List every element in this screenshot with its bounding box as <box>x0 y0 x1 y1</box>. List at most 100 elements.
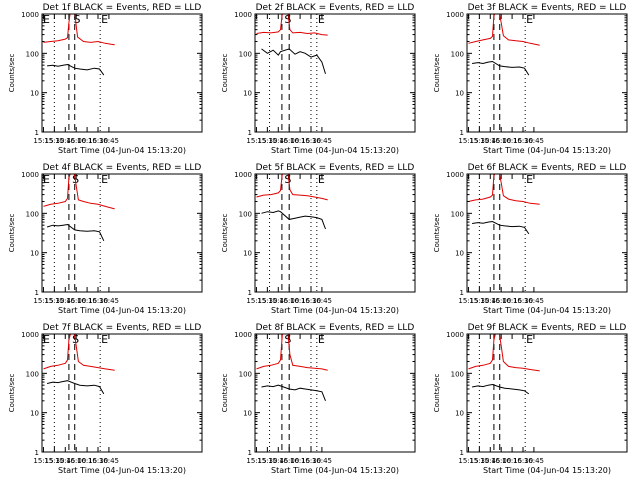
x-tick-label: 16:00 <box>279 457 299 465</box>
y-tick-label: 100 <box>451 50 464 58</box>
x-tick-label: 16:30 <box>301 137 321 145</box>
plot-frame <box>41 173 203 293</box>
x-tick-label: 15:30 <box>469 297 489 305</box>
x-axis-label: Start Time (04-Jun-04 15:13:20) <box>271 466 399 475</box>
x-tick-label: 15:30 <box>44 457 64 465</box>
x-tick-label: 16:00 <box>66 137 86 145</box>
x-tick-label: 15:15 <box>33 137 53 145</box>
y-axis-label: Counts/sec <box>221 54 229 93</box>
x-tick-label: 16:15 <box>290 297 310 305</box>
series-line-lld <box>43 334 115 371</box>
series-line-lld <box>468 334 540 372</box>
y-tick-label: 100 <box>451 210 464 218</box>
x-axis-label: Start Time (04-Jun-04 15:13:20) <box>58 466 186 475</box>
x-tick-label: 15:15 <box>246 297 266 305</box>
x-tick-label: 16:15 <box>502 137 522 145</box>
x-axis-label: Start Time (04-Jun-04 15:13:20) <box>483 146 611 155</box>
x-tick-label: 16:30 <box>88 457 108 465</box>
y-tick-label: 1000 <box>21 171 39 179</box>
chart-panel-3: Det 3f BLACK = Events, RED = LLD Counts/s… <box>433 3 628 155</box>
x-tick-label: 16:45 <box>99 457 119 465</box>
y-tick-label: 1 <box>248 129 252 137</box>
y-tick-label: 1 <box>35 129 39 137</box>
x-tick-label: 16:45 <box>312 297 332 305</box>
panel-grid: Det 1f BLACK = Events, RED = LLD Counts/s… <box>8 3 628 475</box>
x-tick-label: 16:00 <box>66 297 86 305</box>
marker-label: E <box>526 13 533 26</box>
x-tick-label: 15:30 <box>44 137 64 145</box>
series-line-events <box>46 380 105 395</box>
series-line-events <box>261 48 326 75</box>
series-line-lld <box>468 174 540 205</box>
y-tick-label: 1000 <box>21 11 39 19</box>
y-tick-label: 100 <box>26 210 39 218</box>
x-tick-label: 15:15 <box>458 457 478 465</box>
x-tick-label: 16:30 <box>513 297 533 305</box>
chart-panel-2: Det 2f BLACK = Events, RED = LLD Counts/s… <box>221 3 416 155</box>
x-tick-label: 16:00 <box>279 297 299 305</box>
x-tick-label: 15:15 <box>246 457 266 465</box>
x-tick-label: 15:30 <box>257 457 277 465</box>
marker-label: E <box>318 13 325 26</box>
x-tick-label: 16:30 <box>88 137 108 145</box>
plot-frame <box>254 13 416 133</box>
y-tick-label: 100 <box>239 370 252 378</box>
plot-area <box>256 174 328 230</box>
x-tick-label: 16:15 <box>502 457 522 465</box>
y-tick-label: 100 <box>26 50 39 58</box>
x-tick-label: 16:30 <box>301 297 321 305</box>
marker-label: E <box>43 13 50 26</box>
x-tick-label: 16:30 <box>88 297 108 305</box>
chart-title: Det 1f BLACK = Events, RED = LLD <box>43 3 202 13</box>
y-tick-label: 1000 <box>234 11 252 19</box>
x-tick-label: 16:30 <box>513 137 533 145</box>
chart-panel-9: Det 9f BLACK = Events, RED = LLD Counts/s… <box>433 323 628 475</box>
x-tick-label: 15:30 <box>257 137 277 145</box>
plot-area <box>468 334 540 395</box>
plot-frame <box>466 173 628 293</box>
x-tick-label: 15:15 <box>458 137 478 145</box>
x-tick-label: 15:45 <box>268 457 288 465</box>
series-line-lld <box>43 14 115 46</box>
chart-title: Det 5f BLACK = Events, RED = LLD <box>256 163 415 173</box>
x-tick-label: 15:15 <box>246 137 266 145</box>
x-tick-label: 15:15 <box>33 457 53 465</box>
x-tick-label: 16:45 <box>312 457 332 465</box>
plot-frame <box>466 13 628 133</box>
plot-frame <box>254 333 416 453</box>
x-tick-label: 16:45 <box>524 137 544 145</box>
series-line-lld <box>256 174 328 201</box>
x-tick-label: 15:45 <box>268 137 288 145</box>
y-tick-label: 1 <box>35 449 39 457</box>
marker-label: S <box>74 13 81 26</box>
series-line-events <box>472 220 530 235</box>
y-tick-label: 1000 <box>446 11 464 19</box>
series-line-events <box>46 223 105 242</box>
marker-label: E <box>43 173 50 186</box>
x-axis-label: Start Time (04-Jun-04 15:13:20) <box>271 306 399 315</box>
plot-area <box>43 334 115 395</box>
marker-label: S <box>284 173 291 186</box>
marker-label: E <box>526 333 533 346</box>
marker-label: S <box>284 333 291 346</box>
y-tick-label: 100 <box>239 210 252 218</box>
y-tick-label: 10 <box>243 250 252 258</box>
y-tick-label: 1 <box>35 289 39 297</box>
y-tick-label: 10 <box>243 410 252 418</box>
chart-title: Det 2f BLACK = Events, RED = LLD <box>256 3 415 13</box>
marker-label: E <box>43 333 50 346</box>
plot-area <box>43 14 115 76</box>
x-tick-label: 16:15 <box>290 457 310 465</box>
chart-panel-4: Det 4f BLACK = Events, RED = LLD Counts/s… <box>8 163 203 315</box>
marker-label: E <box>318 333 325 346</box>
y-tick-label: 1000 <box>446 331 464 339</box>
x-tick-label: 16:45 <box>99 137 119 145</box>
series-line-events <box>47 63 105 76</box>
x-tick-label: 16:45 <box>312 137 332 145</box>
y-axis-label: Counts/sec <box>8 374 16 413</box>
marker-label: E <box>526 173 533 186</box>
x-tick-label: 16:15 <box>502 297 522 305</box>
chart-title: Det 8f BLACK = Events, RED = LLD <box>256 323 415 333</box>
x-axis-label: Start Time (04-Jun-04 15:13:20) <box>271 146 399 155</box>
